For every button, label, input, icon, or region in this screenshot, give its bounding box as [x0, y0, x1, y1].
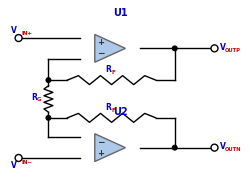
Text: V: V: [11, 161, 16, 170]
Text: F: F: [112, 108, 116, 113]
Text: V: V: [220, 142, 225, 151]
Text: −: −: [97, 49, 104, 58]
Circle shape: [211, 144, 218, 151]
Text: U1: U1: [113, 8, 127, 18]
Circle shape: [15, 35, 22, 42]
Text: IN+: IN+: [22, 31, 32, 35]
Circle shape: [172, 45, 178, 51]
Text: IN−: IN−: [22, 160, 32, 165]
Text: V: V: [11, 26, 16, 35]
Text: OUTP: OUTP: [224, 48, 240, 53]
Text: +: +: [97, 149, 104, 158]
Text: R: R: [32, 92, 38, 102]
Circle shape: [15, 154, 22, 161]
Text: V: V: [220, 43, 225, 52]
Text: −: −: [97, 138, 104, 147]
Circle shape: [172, 145, 178, 151]
Polygon shape: [95, 35, 126, 62]
Text: R: R: [106, 103, 112, 112]
Text: U2: U2: [113, 107, 127, 117]
Circle shape: [211, 45, 218, 52]
Text: OUTN: OUTN: [224, 147, 241, 152]
Text: G: G: [37, 98, 42, 103]
Text: F: F: [112, 70, 116, 75]
Circle shape: [46, 115, 52, 121]
Text: R: R: [106, 65, 112, 74]
Polygon shape: [95, 134, 126, 161]
Text: +: +: [97, 38, 104, 47]
Circle shape: [46, 77, 52, 83]
